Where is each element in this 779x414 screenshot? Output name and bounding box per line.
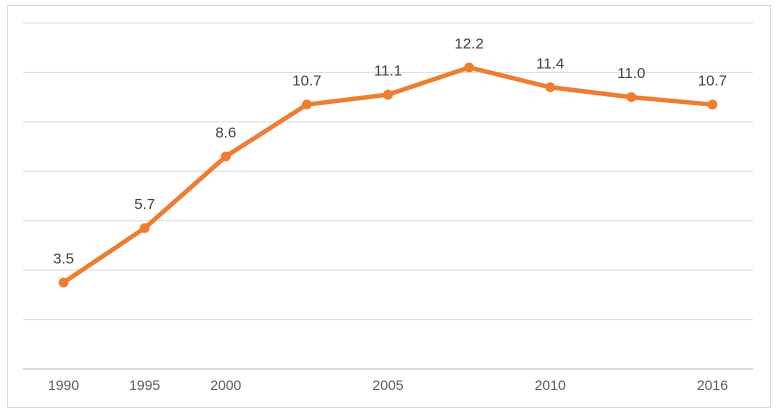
data-label: 8.6 bbox=[215, 124, 236, 141]
series-markers bbox=[58, 62, 718, 288]
x-axis-label: 1990 bbox=[48, 377, 79, 393]
data-label: 11.4 bbox=[536, 55, 564, 72]
x-axis-label: 2005 bbox=[372, 377, 403, 393]
data-point-marker bbox=[58, 277, 69, 288]
x-axis-label: 2000 bbox=[210, 377, 241, 393]
data-point-marker bbox=[707, 99, 718, 110]
data-label: 11.1 bbox=[374, 63, 402, 80]
data-labels: 3.5 5.7 8.6 10.7 11.1 12.2 11.4 11.0 10.7 bbox=[53, 35, 727, 267]
data-point-marker bbox=[545, 82, 556, 93]
data-point-marker bbox=[464, 62, 475, 73]
data-point-marker bbox=[139, 223, 150, 234]
data-label: 10.7 bbox=[698, 73, 727, 90]
data-point-marker bbox=[301, 99, 312, 110]
data-label: 12.2 bbox=[455, 35, 484, 52]
data-point-marker bbox=[383, 89, 393, 100]
data-label: 5.7 bbox=[134, 196, 155, 213]
x-axis-label: 2010 bbox=[535, 377, 566, 393]
gridlines bbox=[23, 22, 753, 321]
x-axis-tick-labels: 1990 1995 2000 2005 2010 2016 bbox=[48, 377, 728, 393]
data-label: 10.7 bbox=[292, 73, 321, 90]
data-label: 3.5 bbox=[53, 251, 74, 268]
data-point-marker bbox=[220, 151, 231, 162]
x-axis-label: 2016 bbox=[697, 377, 728, 393]
data-point-marker bbox=[626, 92, 637, 103]
data-label: 11.0 bbox=[617, 65, 645, 82]
x-axis-label: 1995 bbox=[129, 377, 160, 393]
